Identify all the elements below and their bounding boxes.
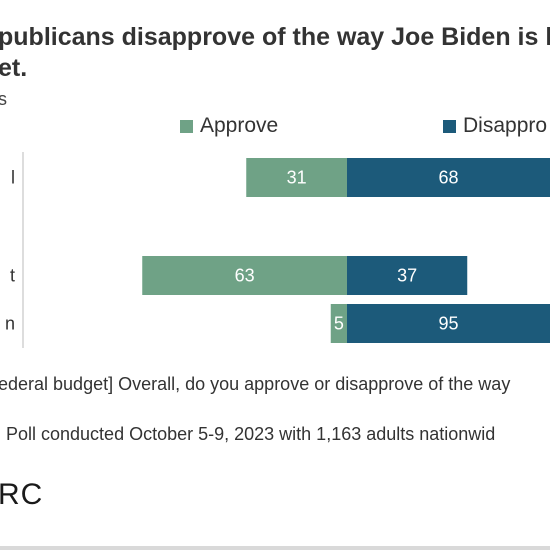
chart-title-line1: publicans disapprove of the way Joe Bide…	[0, 23, 550, 51]
legend-label-disapprove: Disappro	[463, 114, 548, 137]
legend-label-approve: Approve	[200, 114, 279, 137]
bar-approve	[142, 256, 347, 295]
bar-label-disapprove: 95	[438, 314, 458, 334]
chart-legend: Approve Disappro	[0, 114, 550, 140]
bar-chart: l 31 68 t 63 37 n 5 95	[5, 152, 550, 348]
logo-text: RC	[0, 478, 44, 511]
category-label: l	[11, 168, 15, 188]
legend-item-approve: Approve	[180, 114, 278, 138]
legend-swatch-approve	[180, 119, 193, 133]
bar-disapprove	[347, 256, 468, 295]
bar-approve	[246, 158, 347, 197]
chart-title-line2: et.	[0, 54, 28, 82]
category-label: t	[10, 266, 15, 286]
bar-label-approve: 63	[235, 266, 255, 286]
bar-label-disapprove: 37	[397, 266, 417, 286]
question-note: ederal budget] Overall, do you approve o…	[0, 374, 511, 394]
bar-disapprove	[347, 304, 550, 343]
chart-title: publicans disapprove of the way Joe Bide…	[0, 22, 550, 84]
source-note: Poll conducted October 5-9, 2023 with 1,…	[6, 424, 496, 444]
bar-label-approve: 5	[334, 314, 344, 334]
bar-label-disapprove: 68	[438, 168, 458, 188]
legend-swatch-disapprove	[443, 119, 456, 133]
chart-subtitle: s	[0, 89, 7, 109]
bar-label-approve: 31	[287, 168, 307, 188]
bar-disapprove	[347, 158, 550, 197]
category-label: n	[5, 314, 15, 334]
bar-approve	[330, 304, 347, 343]
bottom-rule	[0, 546, 550, 550]
legend-item-disapprove: Disappro	[443, 114, 547, 138]
